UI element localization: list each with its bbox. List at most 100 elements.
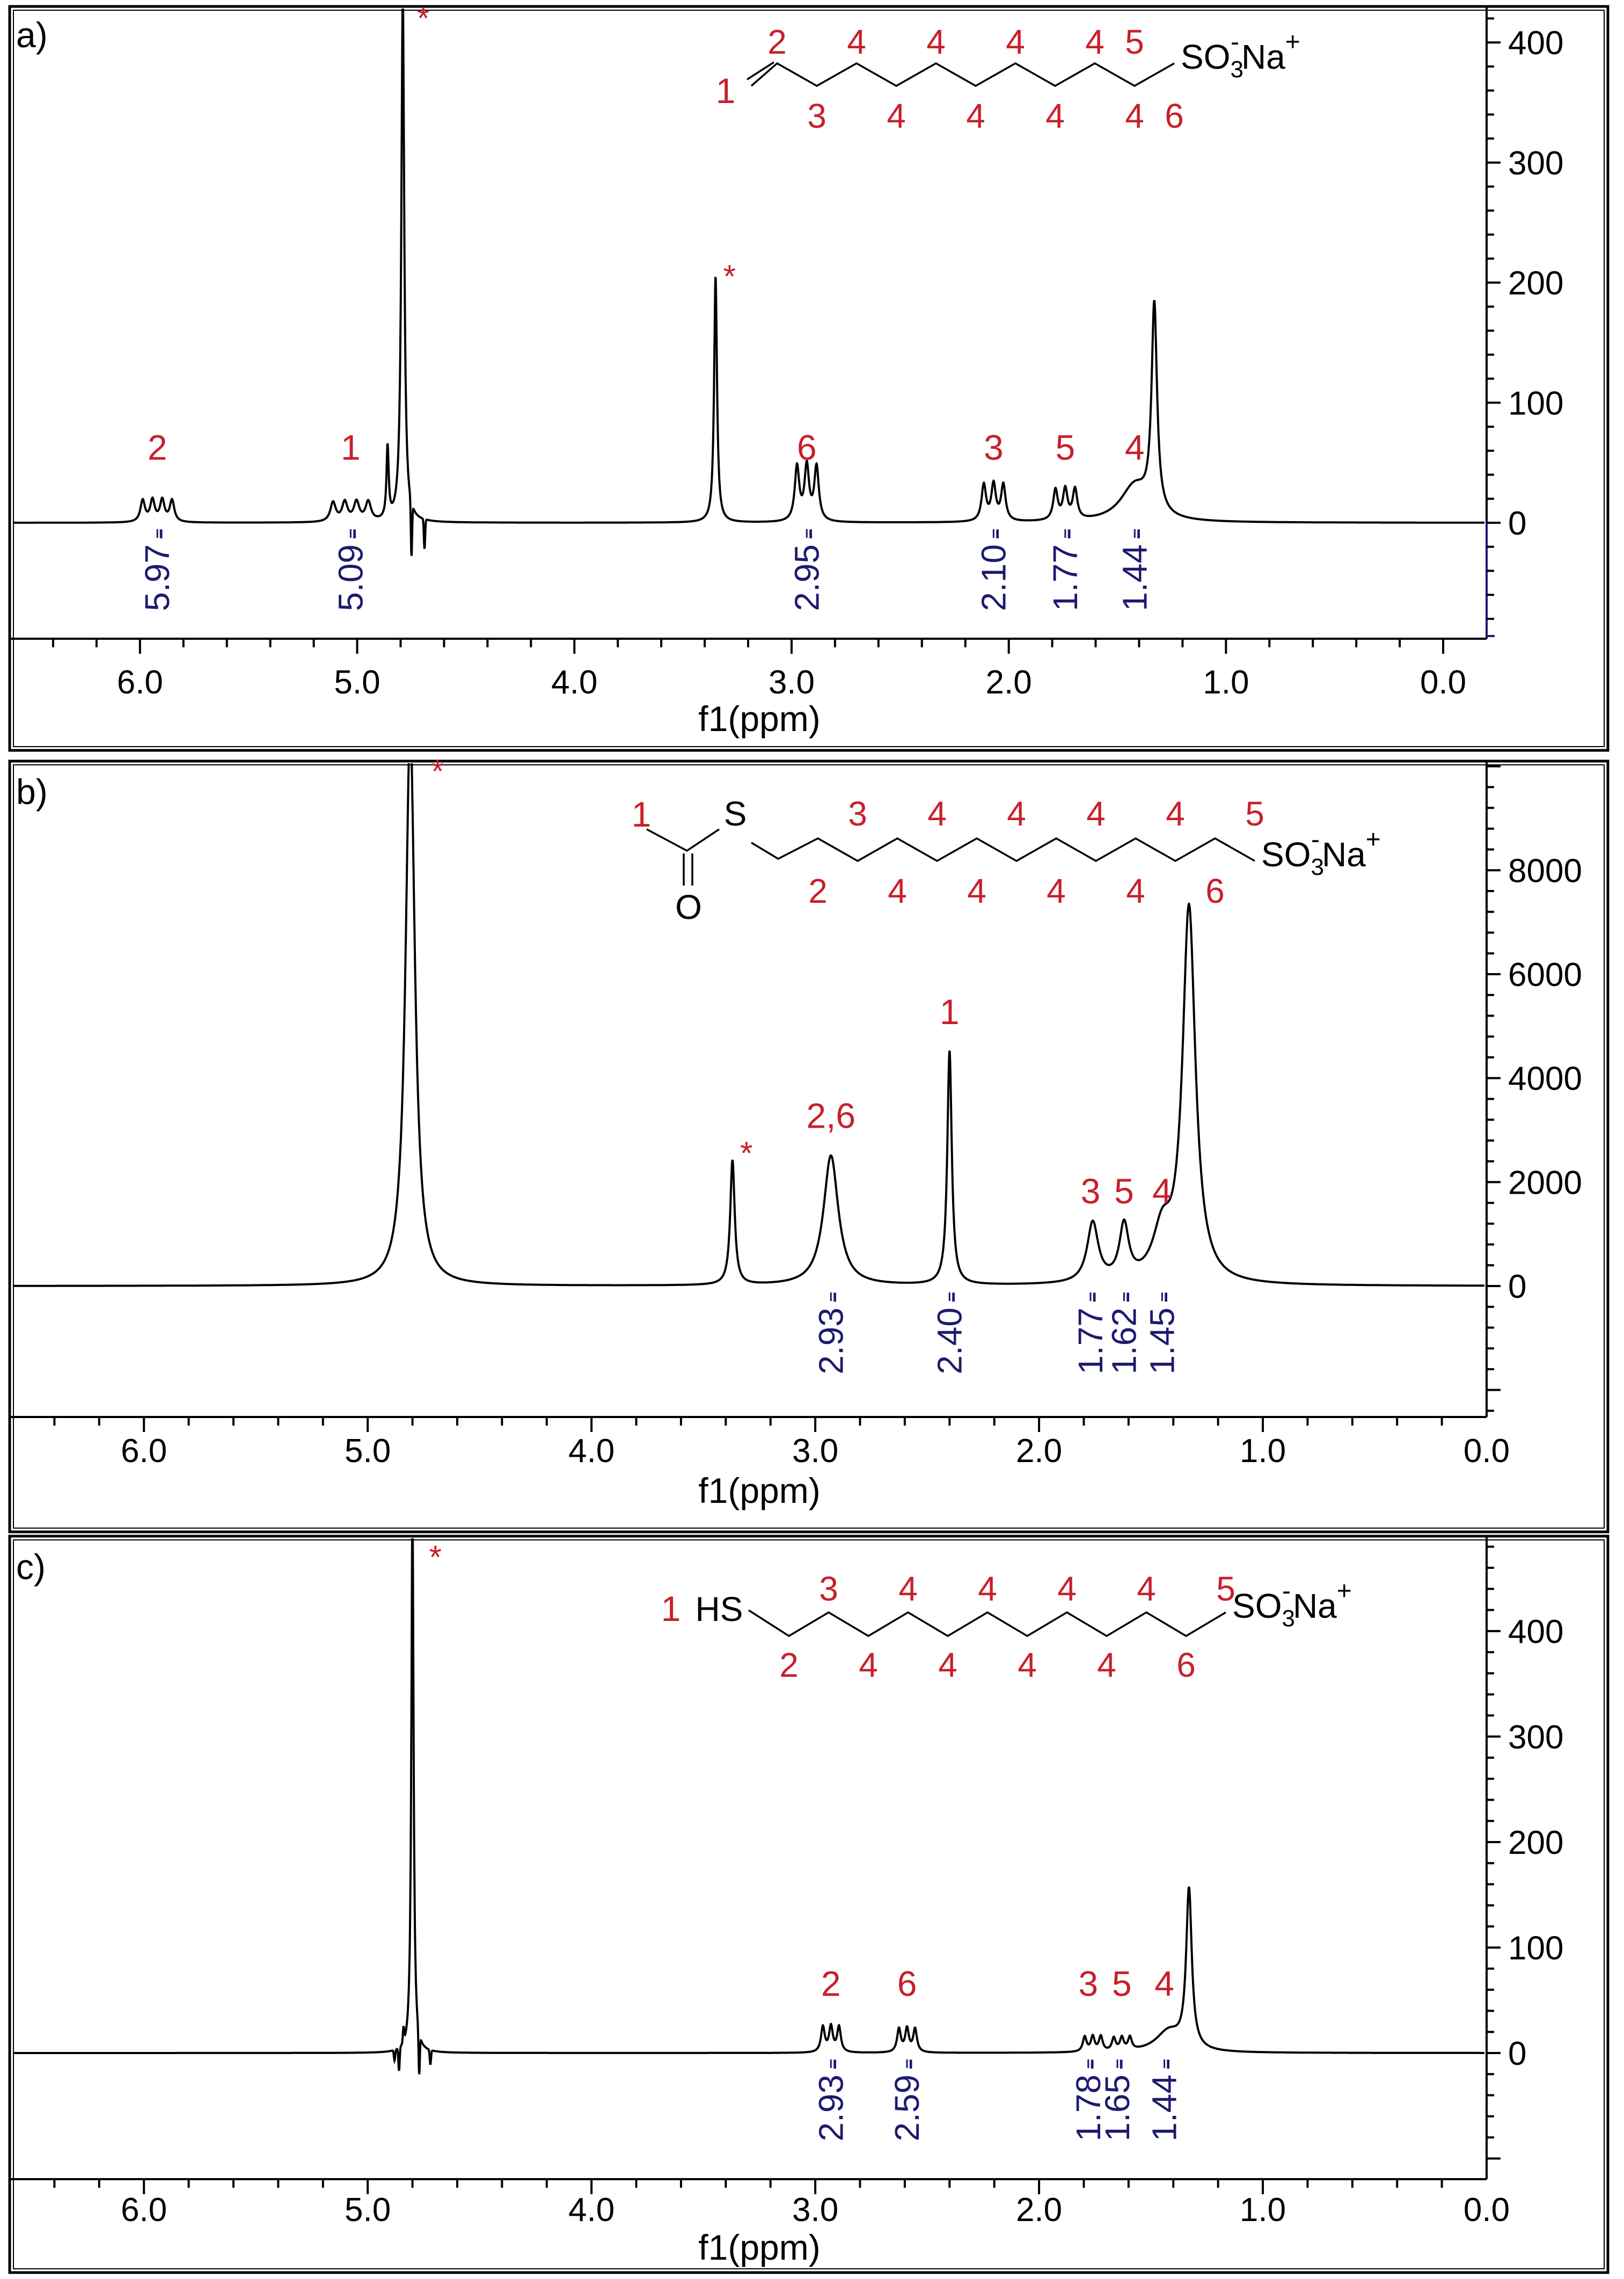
y-tick-label: 8000 [1508, 852, 1582, 889]
chemical-shift-label: 1.44 [1145, 2075, 1184, 2142]
thiol-group: HS [696, 1590, 743, 1628]
chemical-shift-label: 1.78 [1069, 2075, 1108, 2142]
shift-dash: - [1146, 2058, 1184, 2070]
x-tick-label: 1.0 [1240, 1433, 1286, 1470]
position-number: 4 [1006, 23, 1025, 61]
spectrum-line [13, 9, 1484, 556]
solvent-marker: * [723, 258, 736, 294]
spectrum-line [13, 763, 1484, 1287]
position-number: 2 [808, 872, 828, 910]
position-number: 1 [661, 1589, 681, 1628]
shift-dash: - [888, 2058, 926, 2070]
position-number: 4 [888, 872, 907, 910]
panel-label: c) [16, 1547, 46, 1587]
position-number: 6 [1205, 872, 1225, 910]
shift-dash: - [1072, 1291, 1110, 1303]
x-tick-label: 4.0 [568, 1433, 615, 1470]
solvent-marker: * [740, 1135, 752, 1171]
shift-dash: - [812, 2058, 850, 2070]
peak-assignment-label: 3 [984, 428, 1004, 468]
position-number: 4 [1166, 794, 1185, 833]
shift-dash: - [931, 1291, 969, 1303]
y-tick-label: 0 [1508, 1268, 1526, 1305]
panel-frame-inner [13, 1539, 1605, 2269]
x-tick-label: 4.0 [568, 2192, 615, 2229]
y-tick-label: 2000 [1508, 1164, 1582, 1201]
x-tick-label: 5.0 [345, 1433, 391, 1470]
position-number: 4 [1057, 1569, 1077, 1608]
double-bond [747, 61, 774, 81]
chemical-shift-label: 2.93 [811, 2075, 850, 2142]
shift-dash: - [788, 528, 826, 539]
position-number: 4 [1045, 97, 1065, 135]
x-tick-label: 0.0 [1420, 664, 1466, 701]
peak-assignment-label: 3 [1078, 1963, 1098, 2003]
position-number: 4 [1086, 794, 1106, 833]
shift-dash: - [1116, 528, 1154, 539]
y-tick-label: 100 [1508, 1930, 1563, 1967]
peak-assignment-label: 4 [1152, 1171, 1172, 1211]
chemical-shift-label: 2.40 [930, 1307, 969, 1375]
acetyl-bonds [646, 828, 720, 852]
molecule-structure: O S 1 3 4 4 4 4 5 2 4 4 4 4 6 SO3-Na+ [632, 794, 1381, 926]
x-axis-title: f1(ppm) [698, 699, 820, 739]
chemical-shift-label: 2.95 [787, 544, 826, 611]
peak-assignment-label: 5 [1114, 1171, 1134, 1211]
position-number: 4 [1137, 1569, 1156, 1608]
position-number: 3 [807, 97, 826, 135]
x-tick-label: 4.0 [551, 664, 597, 701]
x-tick-label: 1.0 [1240, 2192, 1286, 2229]
shift-dash: - [1099, 2058, 1137, 2070]
position-number: 1 [632, 794, 652, 834]
chemical-shift-label: 1.77 [1071, 1307, 1110, 1375]
position-number: 2 [779, 1646, 799, 1684]
panel-label: a) [16, 15, 48, 55]
x-axis-title: f1(ppm) [698, 2227, 820, 2267]
x-tick-label: 2.0 [1016, 2192, 1062, 2229]
solvent-marker: * [429, 1539, 442, 1575]
y-tick-label: 0 [1508, 2035, 1526, 2072]
position-number: 5 [1125, 23, 1144, 61]
x-tick-label: 6.0 [117, 664, 163, 701]
position-number: 4 [967, 872, 986, 910]
x-tick-label: 0.0 [1464, 1433, 1510, 1470]
position-number: 3 [819, 1569, 838, 1608]
x-axis-title: f1(ppm) [698, 1471, 820, 1510]
x-tick-label: 5.0 [345, 2192, 391, 2229]
solvent-marker: * [417, 0, 429, 36]
peak-assignment-label: 2,6 [806, 1096, 855, 1136]
oxygen-atom: O [675, 888, 702, 926]
position-number: 4 [926, 23, 946, 61]
y-tick-label: 300 [1508, 145, 1563, 182]
peak-assignment-label: 2 [148, 428, 167, 468]
position-number: 4 [1018, 1646, 1037, 1684]
x-tick-label: 2.0 [1016, 1433, 1062, 1470]
panel-frame [8, 759, 1610, 1533]
chemical-shift-label: 5.09 [331, 544, 370, 611]
sulfonate-group: SO3-Na+ [1232, 1577, 1352, 1632]
peak-assignment-label: 5 [1112, 1963, 1132, 2003]
solvent-marker: * [431, 753, 444, 789]
position-number: 4 [887, 97, 906, 135]
shift-dash: - [975, 528, 1013, 539]
shift-dash: - [1143, 1291, 1181, 1303]
panel-1: 6.0 5.0 4.0 3.0 2.0 1.0 0.0 f1(ppm) 0 100 200 300 40… [8, 0, 1610, 752]
chemical-shift-label: 2.59 [888, 2075, 926, 2142]
chemical-shift-label: 2.10 [974, 544, 1013, 611]
shift-dash: - [1047, 528, 1085, 539]
panel-label: b) [16, 772, 48, 812]
peak-assignment-label: 2 [821, 1963, 841, 2003]
y-tick-label: 300 [1508, 1719, 1563, 1756]
chemical-shift-label: 5.97 [138, 544, 177, 611]
position-number: 4 [898, 1569, 918, 1608]
position-number: 4 [859, 1646, 878, 1684]
position-number: 1 [716, 71, 736, 111]
shift-dash: - [1070, 2058, 1108, 2070]
position-number: 4 [927, 794, 947, 833]
panel-frame-inner [13, 10, 1605, 747]
y-tick-label: 200 [1508, 265, 1563, 302]
y-tick-label: 100 [1508, 385, 1563, 422]
peak-assignment-label: 6 [897, 1963, 917, 2003]
sulfonate-group: SO3-Na+ [1261, 826, 1381, 880]
